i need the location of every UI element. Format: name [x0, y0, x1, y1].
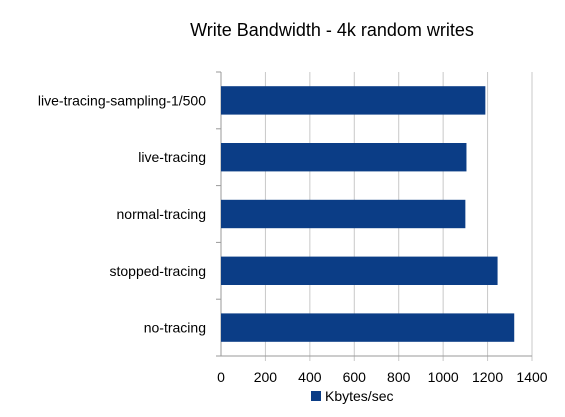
x-tick-label-200: 200: [254, 369, 278, 385]
x-tick-label-0: 0: [217, 369, 225, 385]
category-label-stopped-tracing: stopped-tracing: [109, 263, 206, 279]
x-tick-label-800: 800: [387, 369, 411, 385]
legend: Kbytes/sec: [311, 388, 393, 404]
category-label-normal-tracing: normal-tracing: [117, 206, 206, 222]
x-tick-label-1000: 1000: [428, 369, 459, 385]
bar-live-tracing: [221, 143, 467, 172]
category-label-no-tracing: no-tracing: [144, 320, 206, 336]
bar-live-tracing-sampling-1/500: [221, 86, 486, 115]
x-tick-label-600: 600: [343, 369, 367, 385]
bar-normal-tracing: [221, 199, 466, 229]
x-tick-label-1200: 1200: [472, 369, 503, 385]
bar-no-tracing: [221, 313, 515, 342]
chart-title: Write Bandwidth - 4k random writes: [190, 20, 474, 40]
axes: [216, 71, 532, 357]
bars: [221, 86, 515, 342]
legend-label-kbytes: Kbytes/sec: [325, 388, 393, 404]
category-labels: live-tracing-sampling-1/500 live-tracing n…: [38, 92, 206, 335]
x-tick-label-1400: 1400: [516, 369, 547, 385]
legend-swatch-kbytes: [311, 391, 321, 401]
x-tick-labels: 0 200 400 600 800 1000 1200 1400: [217, 369, 548, 385]
category-label-live-tracing-sampling-1/500: live-tracing-sampling-1/500: [38, 92, 206, 108]
category-label-live-tracing: live-tracing: [138, 149, 206, 165]
x-tick-label-400: 400: [298, 369, 322, 385]
bar-stopped-tracing: [221, 256, 498, 285]
